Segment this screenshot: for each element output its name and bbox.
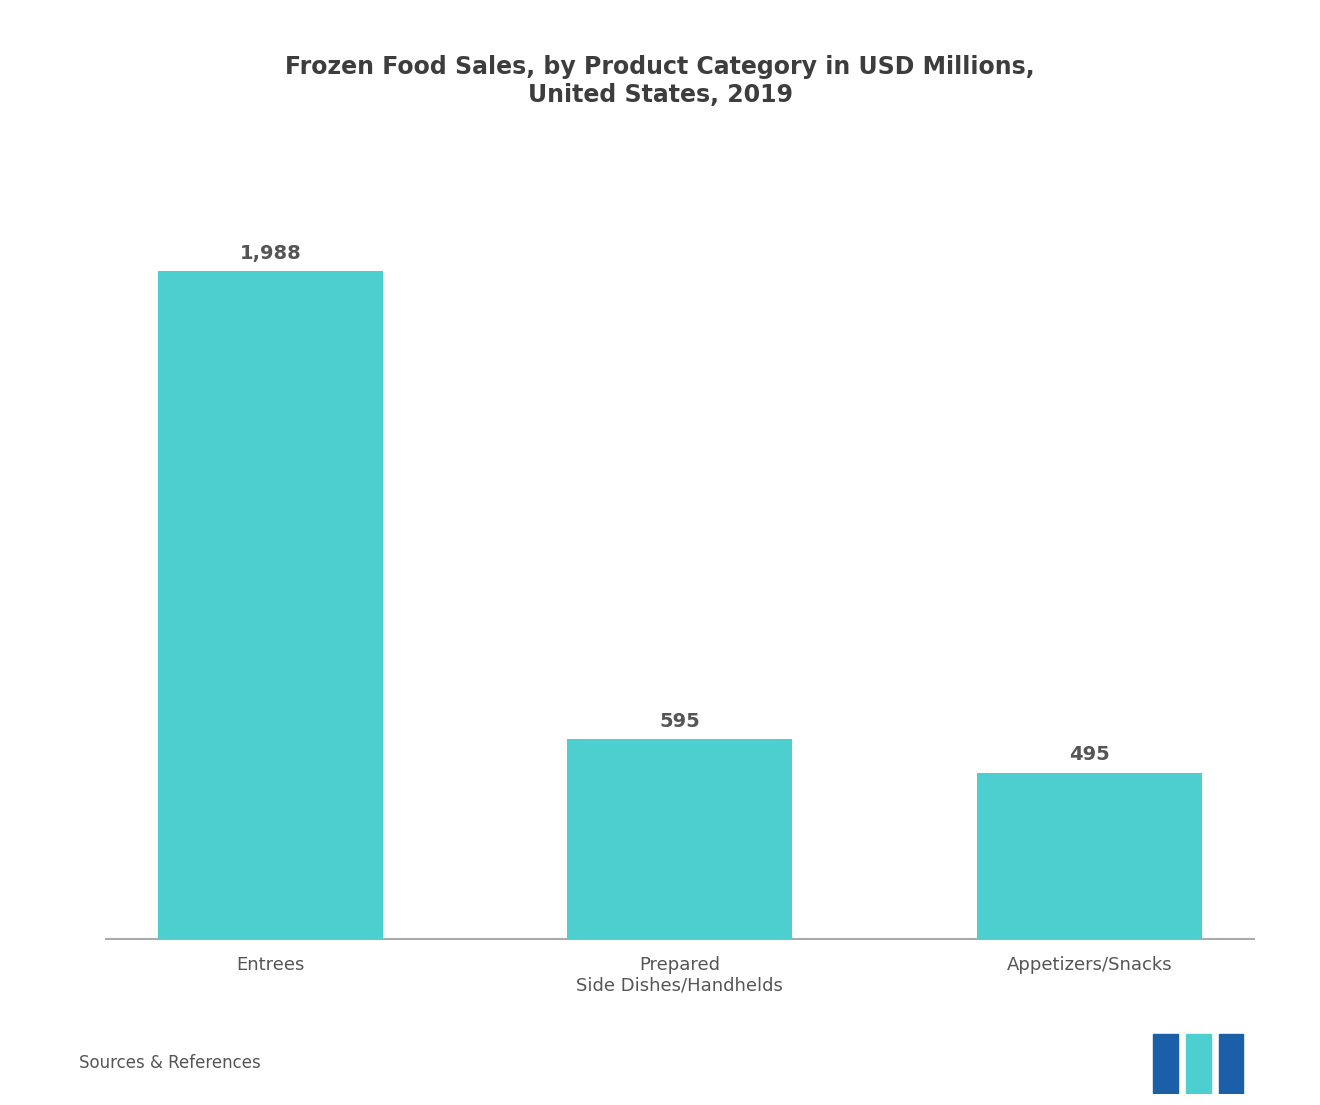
Text: Frozen Food Sales, by Product Category in USD Millions,
United States, 2019: Frozen Food Sales, by Product Category i…	[285, 55, 1035, 107]
Text: Sources & References: Sources & References	[79, 1054, 261, 1072]
Text: 495: 495	[1069, 746, 1110, 765]
Bar	[158, 271, 383, 939]
Bar	[977, 772, 1201, 939]
Text: 595: 595	[660, 712, 700, 730]
Text: 1,988: 1,988	[239, 244, 301, 263]
Polygon shape	[1154, 1034, 1179, 1094]
Polygon shape	[1185, 1034, 1210, 1094]
Polygon shape	[1218, 1034, 1243, 1094]
Bar	[568, 739, 792, 939]
